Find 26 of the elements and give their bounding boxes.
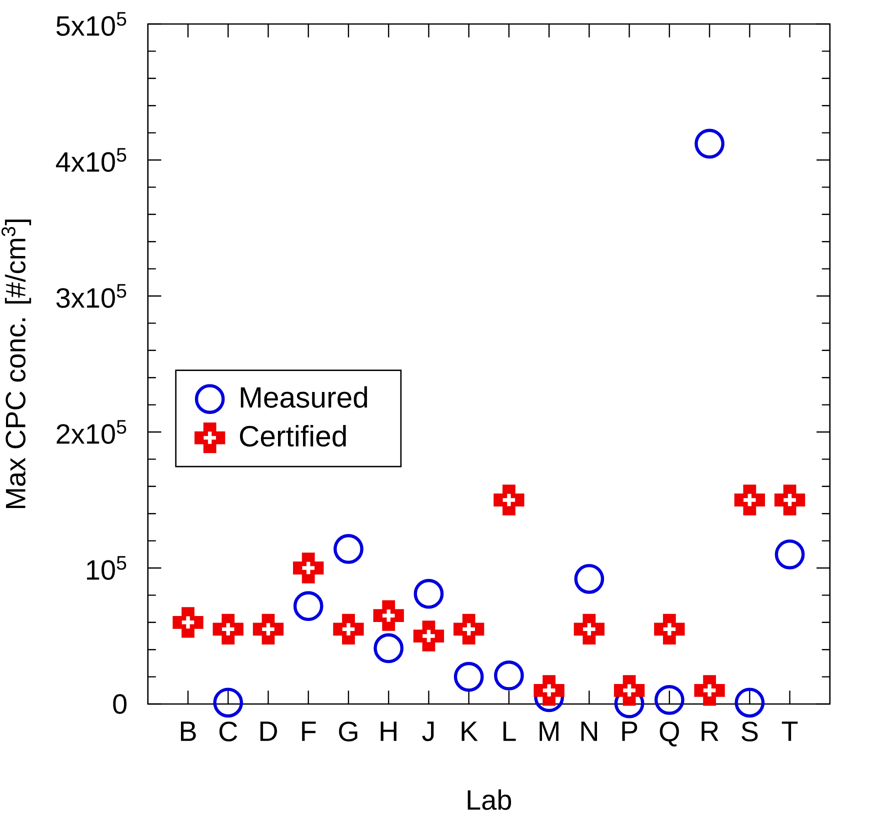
x-tick-label: N <box>581 722 598 741</box>
x-tick-label: P <box>622 722 638 741</box>
x-tick-label: Q <box>660 722 679 746</box>
x-tick-label: R <box>702 722 718 741</box>
y-tick-label: 3x10$^{5}$ <box>56 284 126 308</box>
x-tick-label: G <box>338 722 358 742</box>
x-tick-label: H <box>380 722 396 741</box>
y-tick-label: 4x10$^{5}$ <box>56 148 126 172</box>
y-tick-label: 5x10$^{5}$ <box>56 12 126 36</box>
y-tick-label: 0 <box>113 694 127 714</box>
x-axis-title: Lab <box>468 789 512 810</box>
legend-label: Certified <box>240 425 346 447</box>
x-tick-label: B <box>180 722 196 741</box>
x-tick-label: K <box>462 722 478 741</box>
x-tick-label: F <box>302 722 316 741</box>
x-tick-label: J <box>422 722 434 742</box>
x-tick-label: S <box>742 722 758 742</box>
y-tick-label: 10$^{5}$ <box>87 556 126 580</box>
x-tick-label: C <box>219 722 238 742</box>
legend-label: Measured <box>240 386 368 408</box>
x-tick-label: L <box>503 722 516 741</box>
y-axis-title: Max CPC conc. [#/cm$^{3}$] <box>2 220 32 508</box>
x-tick-label: M <box>540 722 558 741</box>
x-tick-label: T <box>782 722 798 741</box>
x-tick-label: D <box>260 722 278 741</box>
y-tick-label: 2x10$^{5}$ <box>56 420 126 444</box>
